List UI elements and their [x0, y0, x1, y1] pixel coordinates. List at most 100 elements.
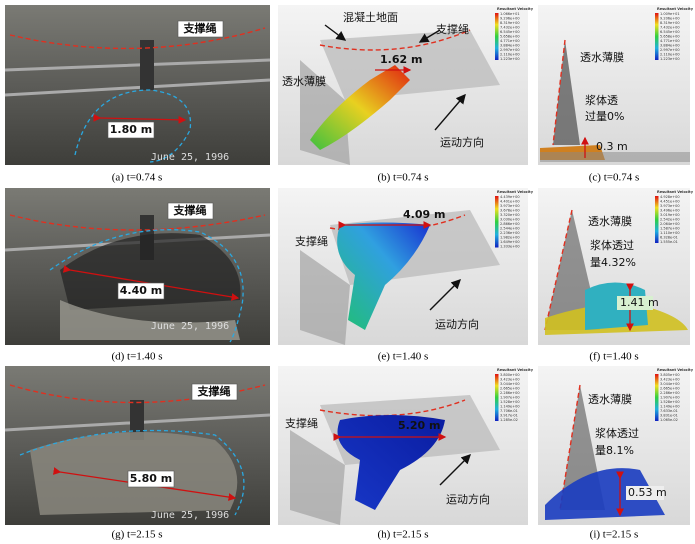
date-stamp: June 25, 1996	[151, 510, 229, 521]
legend-value: 3.044e+00	[500, 382, 520, 386]
seepage-label: 量4.32%	[590, 256, 636, 269]
legend-title: Resultant Velocity	[657, 190, 694, 194]
panel-e: 4.09 m 支撑绳 运动方向 Resultant Velocity4.439e…	[278, 188, 534, 345]
legend-value: 8.319e+00	[660, 21, 680, 25]
legend-value: 3.030e+00	[500, 218, 520, 222]
legend-value: 1.333e+00	[500, 245, 520, 249]
distance-label: 5.80 m	[130, 472, 172, 485]
legend-value: 2.665e+00	[500, 387, 520, 391]
legend-value: 5.658e+00	[500, 35, 520, 39]
legend-value: 2.110e+00	[660, 53, 680, 57]
legend: Resultant Velocity3.805e+003.423e+003.04…	[655, 368, 694, 422]
legend-value: 1.555e-01	[660, 240, 678, 244]
distance-label: 4.09 m	[403, 208, 445, 221]
legend-value: 1.149e+00	[660, 405, 680, 409]
legend-title: Resultant Velocity	[497, 190, 534, 194]
caption: (i) t=2.15 s	[590, 529, 639, 541]
legend-value: 6.328e-01	[660, 236, 678, 240]
panel-b: 混凝土地面 支撑绳 透水薄膜 1.62 m 运动方向 Resultant Vel…	[278, 5, 534, 165]
distance-label: 4.40 m	[120, 284, 162, 297]
rope-label: 支撑绳	[183, 21, 217, 35]
membrane-label: 透水薄膜	[282, 74, 326, 88]
legend-value: 2.542e+00	[660, 218, 680, 222]
seepage-label: 浆体透过	[590, 238, 634, 252]
legend-value: 3.973e+00	[660, 204, 680, 208]
legend-value: 7.706e-01	[500, 409, 518, 413]
legend-value: 1.223e+00	[500, 57, 520, 61]
legend-value: 1.009e+01	[660, 12, 680, 16]
legend-value: 3.320e+00	[500, 213, 520, 217]
caption: (g) t=2.15 s	[111, 529, 162, 541]
legend-value: 7.633e-01	[660, 409, 678, 413]
legend-value: 4.928e+00	[660, 195, 680, 199]
legend-value: 7.432e+00	[500, 26, 520, 30]
legend-value: 1.066e+01	[500, 12, 520, 16]
legend-value: 4.401e+00	[500, 200, 520, 204]
seepage-label: 浆体透	[585, 93, 618, 107]
legend-value: 4.771e+00	[500, 39, 520, 43]
colorbar	[655, 13, 659, 60]
ground-label: 混凝土地面	[343, 10, 398, 24]
distance-label: 0.53 m	[628, 486, 667, 499]
colorbar	[495, 13, 499, 60]
caption: (c) t=0.74 s	[589, 172, 640, 184]
caption: (e) t=1.40 s	[378, 351, 429, 363]
legend-value: 3.805e+00	[660, 373, 680, 377]
legend-title: Resultant Velocity	[497, 368, 534, 372]
seepage-label: 浆体透过	[595, 426, 639, 440]
legend-title: Resultant Velocity	[657, 7, 694, 11]
colorbar	[495, 374, 499, 421]
panel-g: 支撑绳 5.80 m June 25, 1996	[4, 366, 271, 525]
legend-value: 2.866e+00	[500, 222, 520, 226]
seepage-label: 量8.1%	[595, 444, 634, 457]
legend-value: 3.884e+00	[660, 44, 680, 48]
legend-value: 4.771e+00	[660, 39, 680, 43]
legend-value: 1.528e+00	[500, 400, 520, 404]
legend-value: 8.319e+00	[500, 21, 520, 25]
legend-value: 6.545e+00	[500, 30, 520, 34]
legend-value: 3.019e+00	[660, 213, 680, 217]
caption: (h) t=2.15 s	[377, 529, 428, 541]
caption: (a) t=0.74 s	[112, 172, 163, 184]
date-stamp: June 25, 1996	[151, 152, 229, 163]
legend-value: 1.285e-02	[500, 418, 518, 422]
panel-a: 支撑绳 1.80 m June 25, 1996	[4, 5, 271, 165]
legend-value: 2.064e+00	[660, 222, 680, 226]
legend-value: 2.110e+00	[500, 53, 520, 57]
rope-label: 支撑绳	[173, 203, 207, 217]
legend-value: 1.587e+00	[660, 227, 680, 231]
legend: Resultant Velocity4.928e+004.451e+003.97…	[655, 190, 694, 244]
legend: Resultant Velocity1.009e+019.206e+008.31…	[655, 7, 694, 61]
date-stamp: June 25, 1996	[151, 321, 229, 332]
distance-label: 0.3 m	[596, 140, 628, 153]
legend-value: 3.831e-01	[660, 414, 678, 418]
legend-value: 6.545e+00	[660, 30, 680, 34]
panel-f: 透水薄膜 浆体透过 量4.32% 1.41 m Resultant Veloci…	[538, 188, 694, 345]
distance-label: 1.62 m	[380, 53, 422, 66]
legend-value: 2.997e+00	[500, 48, 520, 52]
distance-label: 5.20 m	[398, 419, 440, 432]
legend-value: 3.423e+00	[660, 378, 680, 382]
legend-value: 2.544e+00	[500, 227, 520, 231]
legend-title: Resultant Velocity	[657, 368, 694, 372]
legend: Resultant Velocity1.066e+019.296e+008.31…	[495, 7, 534, 61]
legend-value: 2.286e+00	[660, 391, 680, 395]
direction-label: 运动方向	[440, 135, 484, 149]
legend-value: 3.044e+00	[660, 382, 680, 386]
rope-label: 支撑绳	[197, 384, 231, 398]
legend-value: 3.423e+00	[500, 378, 520, 382]
rope-label: 支撑绳	[285, 416, 318, 430]
legend-value: 2.236e+00	[500, 231, 520, 235]
legend-value: 1.649e+00	[500, 240, 520, 244]
legend-title: Resultant Velocity	[497, 7, 534, 11]
legend-value: 1.223e+00	[660, 57, 680, 61]
legend-value: 1.065e-02	[660, 418, 678, 422]
legend-value: 4.451e+00	[660, 200, 680, 204]
rope-label: 支撑绳	[436, 22, 469, 36]
legend-value: 9.296e+00	[500, 17, 520, 21]
legend-value: 1.907e+00	[660, 396, 680, 400]
colorbar	[495, 196, 499, 248]
membrane-label: 透水薄膜	[588, 392, 632, 406]
legend-value: 3.917e-01	[500, 414, 518, 418]
